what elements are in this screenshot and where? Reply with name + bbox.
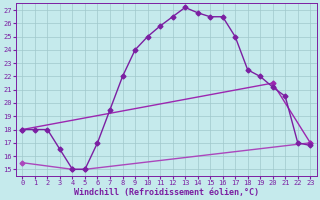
- X-axis label: Windchill (Refroidissement éolien,°C): Windchill (Refroidissement éolien,°C): [74, 188, 259, 197]
